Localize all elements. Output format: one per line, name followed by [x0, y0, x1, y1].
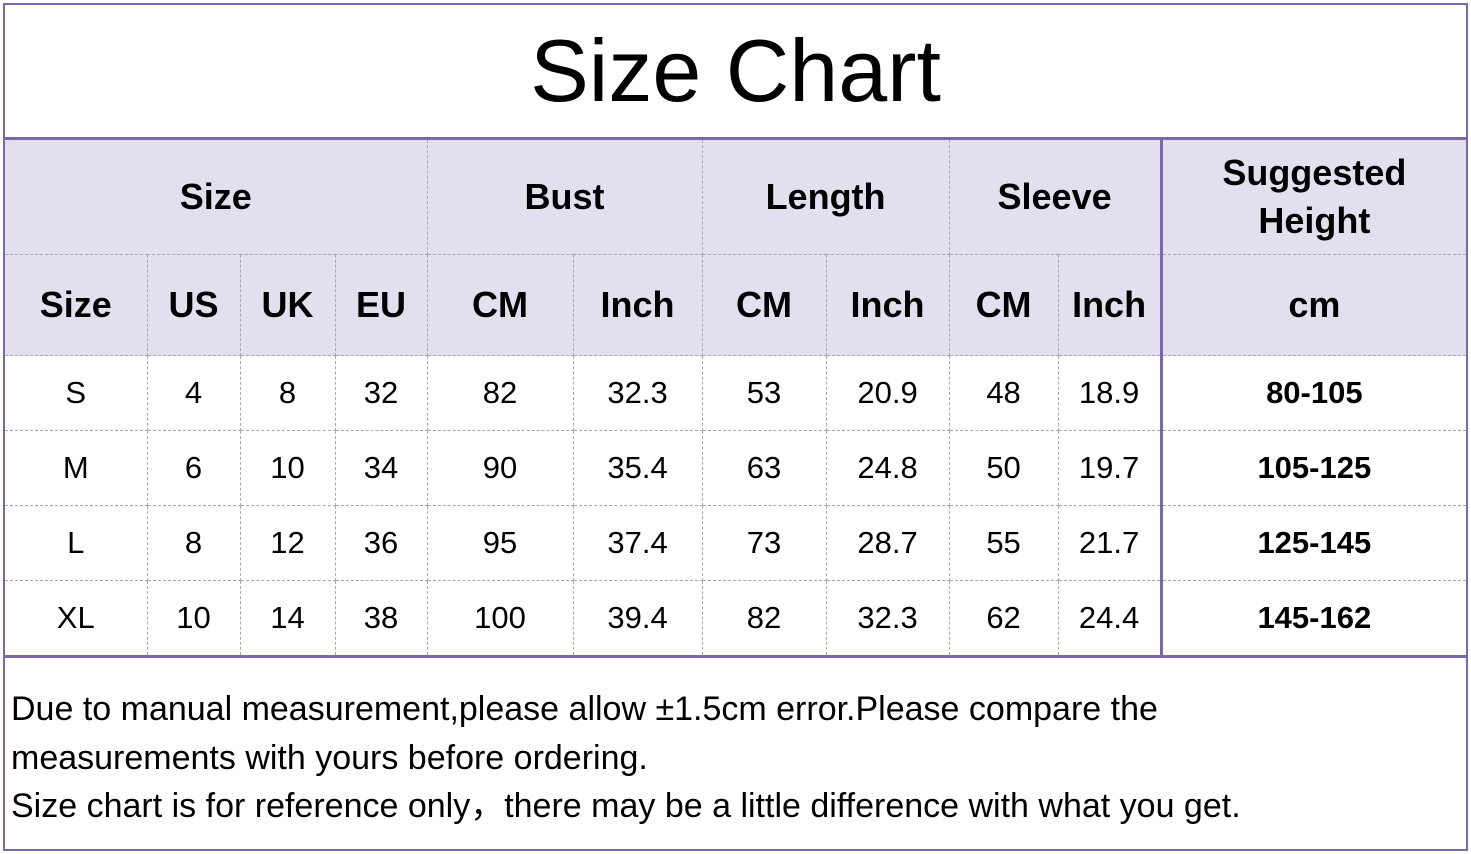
- note-line: Size chart is for reference only，there m…: [11, 787, 1241, 825]
- subheader-cell: EU: [334, 254, 428, 356]
- size-chart: Size Chart Size Bust Length Sleeve Sugge…: [3, 3, 1468, 851]
- table-cell: 80-105: [1159, 355, 1467, 431]
- chart-title: Size Chart: [5, 5, 1466, 140]
- table-cell: 100: [426, 580, 574, 658]
- table-cell: 10: [239, 430, 336, 506]
- table-cell: XL: [5, 580, 148, 658]
- table-cell: 20.9: [825, 355, 950, 431]
- table-cell: 32.3: [825, 580, 950, 658]
- table-cell: 8: [239, 355, 336, 431]
- table-cell: M: [5, 430, 148, 506]
- table-cell: 8: [146, 505, 241, 581]
- table-cell: 4: [146, 355, 241, 431]
- header-length: Length: [701, 140, 950, 255]
- subheader-cell: CM: [701, 254, 827, 356]
- table-cell: 50: [948, 430, 1059, 506]
- table-cell: 105-125: [1159, 430, 1467, 506]
- subheader-cell: CM: [426, 254, 574, 356]
- header-size: Size: [5, 140, 428, 255]
- header-sleeve: Sleeve: [948, 140, 1162, 255]
- header-row-units: Size US UK EU CM Inch CM Inch CM Inch cm: [5, 254, 1467, 356]
- table-cell: 18.9: [1057, 355, 1162, 431]
- subheader-cell: Inch: [1057, 254, 1162, 356]
- table-cell: 10: [146, 580, 241, 658]
- subheader-cell: Inch: [572, 254, 703, 356]
- subheader-cell: Size: [5, 254, 148, 356]
- table-cell: 90: [426, 430, 574, 506]
- table-cell: 38: [334, 580, 428, 658]
- table-cell: 62: [948, 580, 1059, 658]
- table-cell: 24.8: [825, 430, 950, 506]
- table-cell: 95: [426, 505, 574, 581]
- footer-note: Due to manual measurement,please allow ±…: [11, 685, 1351, 831]
- table-cell: 82: [426, 355, 574, 431]
- table-cell: 63: [701, 430, 827, 506]
- table-cell: 53: [701, 355, 827, 431]
- table-cell: 73: [701, 505, 827, 581]
- table-cell: 32.3: [572, 355, 703, 431]
- size-table: Size Bust Length Sleeve Suggested Height…: [5, 140, 1467, 658]
- header-suggested-height: Suggested Height: [1159, 140, 1467, 255]
- table-cell: 35.4: [572, 430, 703, 506]
- table-cell: 28.7: [825, 505, 950, 581]
- table-cell: S: [5, 355, 148, 431]
- table-cell: 145-162: [1159, 580, 1467, 658]
- table-cell: 37.4: [572, 505, 703, 581]
- subheader-cell: cm: [1159, 254, 1467, 356]
- table-cell: 32: [334, 355, 428, 431]
- header-bust: Bust: [426, 140, 703, 255]
- table-cell: 14: [239, 580, 336, 658]
- table-cell: 55: [948, 505, 1059, 581]
- table-row: L 8 12 36 95 37.4 73 28.7 55 21.7 125-145: [5, 505, 1467, 581]
- table-cell: 12: [239, 505, 336, 581]
- subheader-cell: UK: [239, 254, 336, 356]
- table-row: S 4 8 32 82 32.3 53 20.9 48 18.9 80-105: [5, 355, 1467, 431]
- table-cell: 39.4: [572, 580, 703, 658]
- table-cell: 36: [334, 505, 428, 581]
- table-cell: 21.7: [1057, 505, 1162, 581]
- table-cell: 19.7: [1057, 430, 1162, 506]
- table-cell: 34: [334, 430, 428, 506]
- table-cell: L: [5, 505, 148, 581]
- subheader-cell: Inch: [825, 254, 950, 356]
- table-cell: 82: [701, 580, 827, 658]
- table-row: XL 10 14 38 100 39.4 82 32.3 62 24.4 145-162: [5, 580, 1467, 658]
- subheader-cell: US: [146, 254, 241, 356]
- table-cell: 125-145: [1159, 505, 1467, 581]
- table-cell: 48: [948, 355, 1059, 431]
- table-cell: 24.4: [1057, 580, 1162, 658]
- subheader-cell: CM: [948, 254, 1059, 356]
- note-line: Due to manual measurement,please allow ±…: [11, 690, 1158, 777]
- table-row: M 6 10 34 90 35.4 63 24.8 50 19.7 105-125: [5, 430, 1467, 506]
- header-row-groups: Size Bust Length Sleeve Suggested Height: [5, 140, 1467, 255]
- table-cell: 6: [146, 430, 241, 506]
